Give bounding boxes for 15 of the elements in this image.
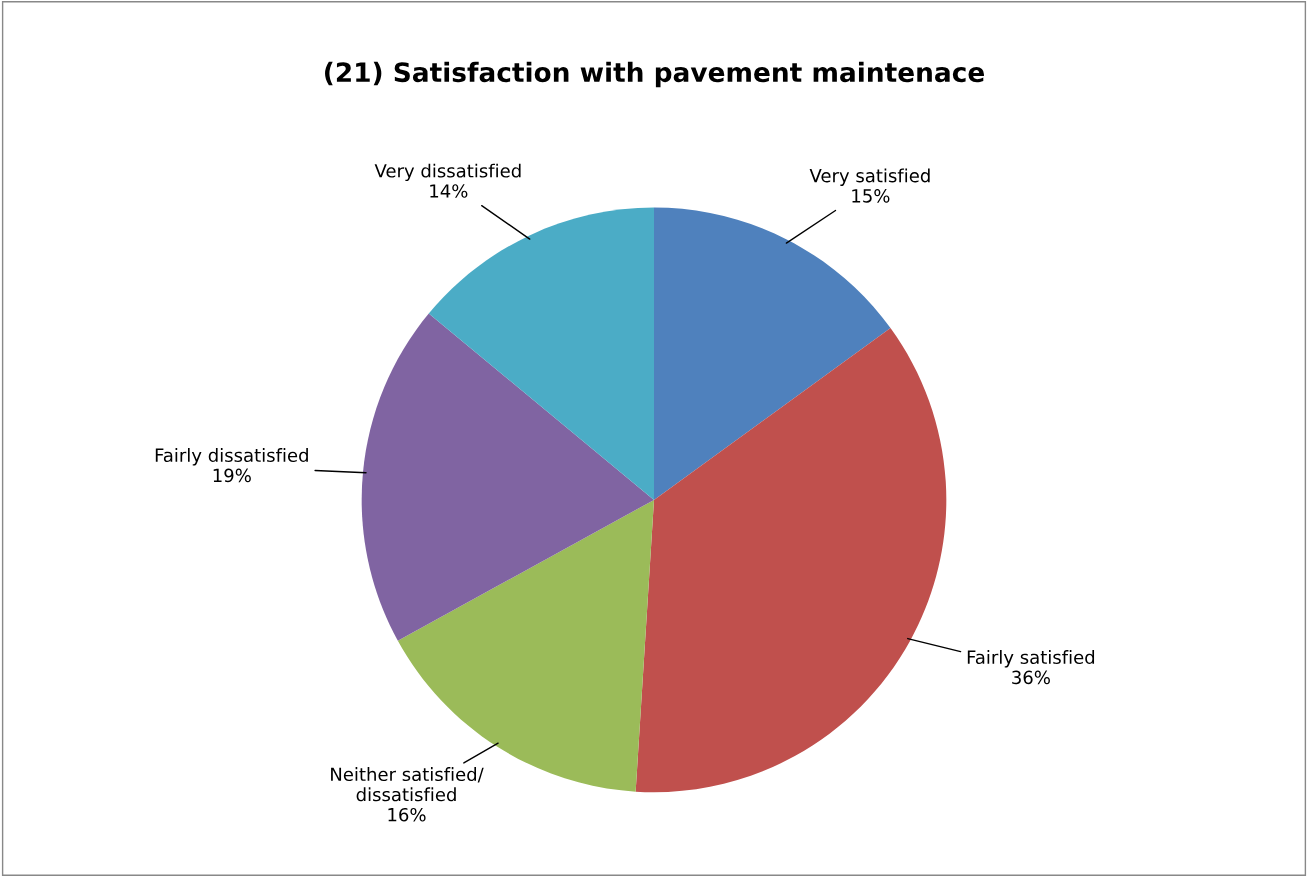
slice-label: Very dissatisfied — [374, 163, 521, 182]
data-label: 14% — [430, 184, 468, 198]
data-label: 19% — [213, 468, 251, 483]
pie-slice — [635, 328, 947, 793]
data-label: 36% — [1012, 670, 1050, 685]
slice-label: Very satisfied — [809, 168, 930, 186]
slice-label: Fairly satisfied — [967, 650, 1095, 668]
pie-slice — [428, 207, 654, 500]
pie-slice — [361, 313, 654, 641]
data-label: 15% — [852, 189, 890, 203]
pie-slice — [654, 207, 891, 500]
chart-title: (21) Satisfaction with pavement maintenace — [325, 61, 984, 88]
data-label: 16% — [388, 807, 426, 822]
slice-label: Neither satisfied/ dissatisfied — [331, 767, 484, 802]
slice-label: Fairly dissatisfied — [155, 448, 308, 466]
